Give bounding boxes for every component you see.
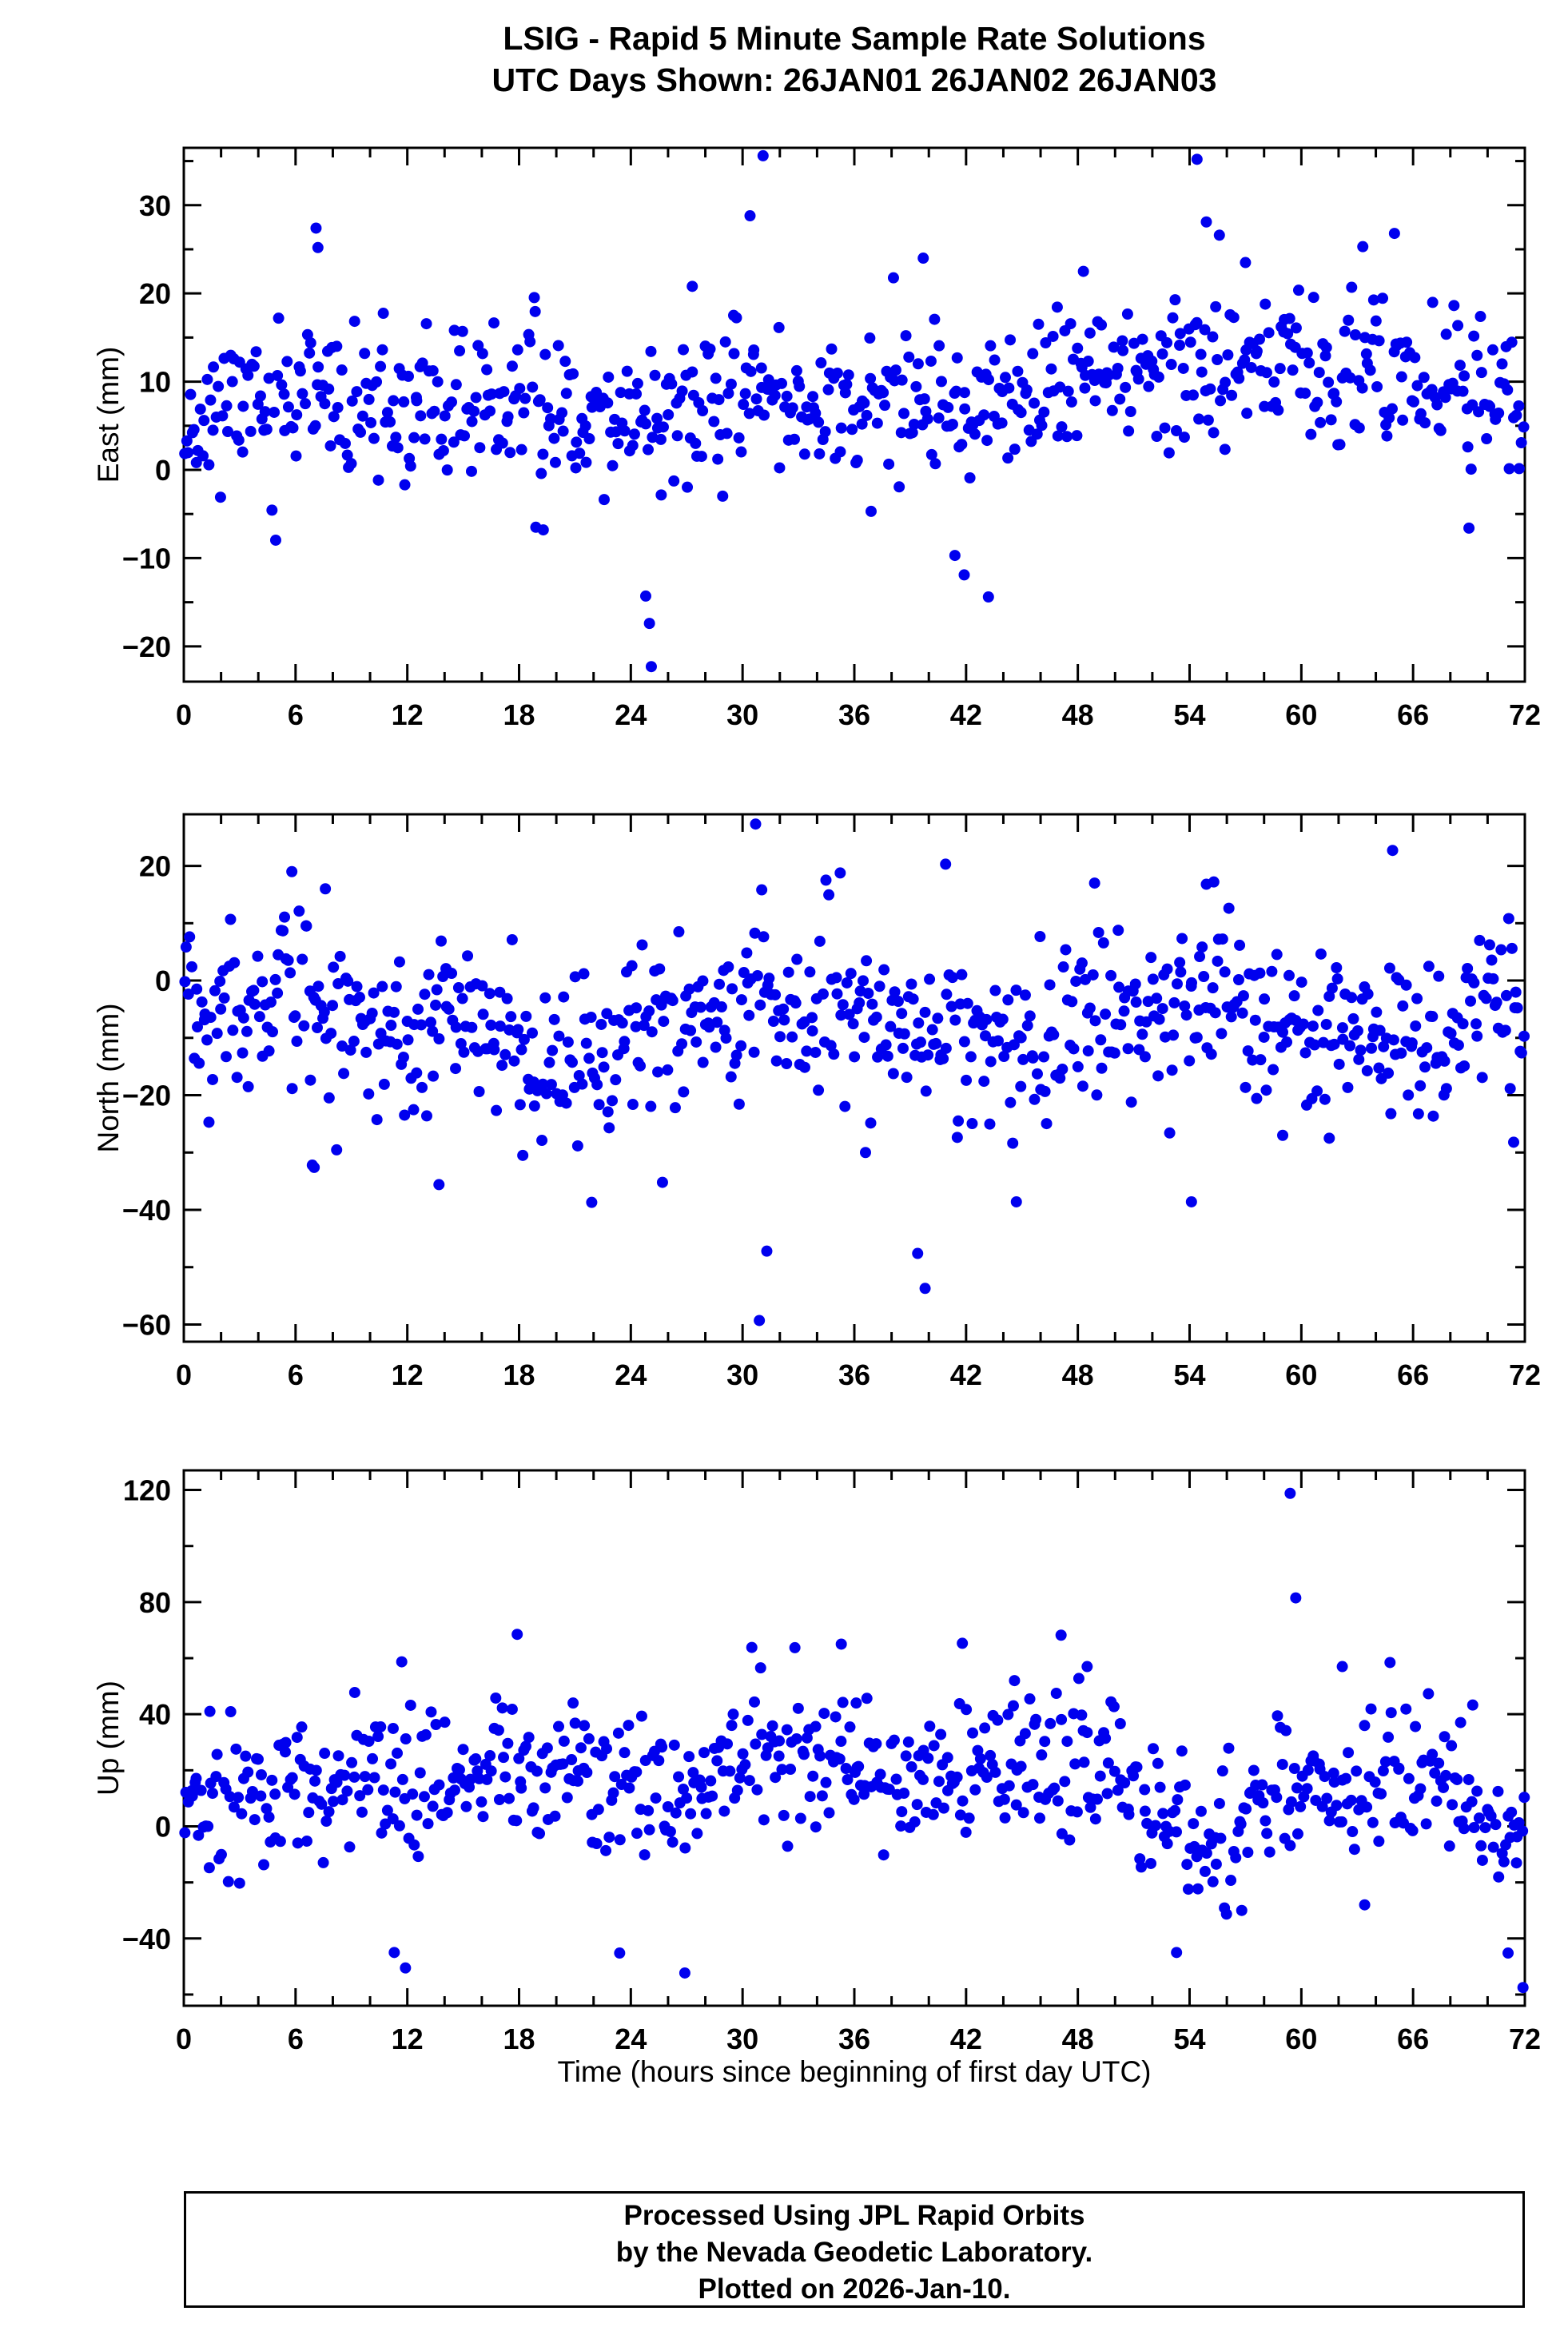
svg-text:−20: −20 (122, 630, 171, 663)
chart-title-line2: UTC Days Shown: 26JAN01 26JAN02 26JAN03 (491, 62, 1217, 98)
svg-text:42: 42 (950, 698, 982, 731)
processing-note-line2: by the Nevada Geodetic Laboratory. (615, 2237, 1093, 2268)
svg-text:72: 72 (1509, 698, 1541, 731)
svg-text:36: 36 (838, 698, 870, 731)
svg-text:36: 36 (838, 2023, 870, 2055)
svg-text:24: 24 (615, 1358, 647, 1391)
svg-text:0: 0 (155, 965, 171, 997)
svg-text:42: 42 (950, 1358, 982, 1391)
chart-title-line1: LSIG - Rapid 5 Minute Sample Rate Soluti… (503, 20, 1206, 57)
svg-text:72: 72 (1509, 2023, 1541, 2055)
svg-text:54: 54 (1173, 1358, 1205, 1391)
svg-text:−10: −10 (122, 542, 171, 575)
svg-text:20: 20 (139, 277, 171, 310)
svg-text:66: 66 (1397, 1358, 1429, 1391)
svg-text:60: 60 (1285, 2023, 1317, 2055)
svg-text:36: 36 (838, 1358, 870, 1391)
svg-text:10: 10 (139, 366, 171, 399)
svg-text:30: 30 (726, 698, 758, 731)
chart-title: LSIG - Rapid 5 Minute Sample Rate Soluti… (184, 18, 1525, 101)
svg-text:24: 24 (615, 698, 647, 731)
svg-text:54: 54 (1173, 2023, 1205, 2055)
processing-note-box: Processed Using JPL Rapid Orbits by the … (184, 2191, 1525, 2308)
svg-text:60: 60 (1285, 698, 1317, 731)
svg-text:12: 12 (392, 1358, 424, 1391)
svg-text:80: 80 (139, 1586, 171, 1619)
svg-text:30: 30 (726, 1358, 758, 1391)
svg-text:−40: −40 (122, 1194, 171, 1227)
svg-text:−20: −20 (122, 1080, 171, 1112)
svg-text:72: 72 (1509, 1358, 1541, 1391)
svg-text:0: 0 (176, 698, 192, 731)
svg-text:40: 40 (139, 1698, 171, 1731)
svg-text:30: 30 (139, 189, 171, 222)
svg-text:66: 66 (1397, 2023, 1429, 2055)
x-axis-label: Time (hours since beginning of first day… (557, 2055, 1152, 2088)
svg-text:18: 18 (503, 2023, 535, 2055)
svg-text:12: 12 (392, 2023, 424, 2055)
svg-text:48: 48 (1062, 698, 1094, 731)
svg-text:66: 66 (1397, 698, 1429, 731)
y-axis-label-north: North (mm) (92, 1003, 125, 1153)
y-axis-label-up: Up (mm) (92, 1681, 125, 1796)
processing-note-line3: Plotted on 2026-Jan-10. (698, 2273, 1011, 2305)
svg-text:48: 48 (1062, 2023, 1094, 2055)
svg-text:60: 60 (1285, 1358, 1317, 1391)
y-axis-label-east: East (mm) (92, 346, 125, 483)
svg-text:24: 24 (615, 2023, 647, 2055)
svg-text:0: 0 (155, 454, 171, 487)
svg-text:30: 30 (726, 2023, 758, 2055)
svg-text:6: 6 (288, 1358, 304, 1391)
svg-text:120: 120 (123, 1474, 171, 1507)
svg-text:18: 18 (503, 698, 535, 731)
svg-text:6: 6 (288, 698, 304, 731)
svg-text:20: 20 (139, 850, 171, 883)
svg-text:54: 54 (1173, 698, 1205, 731)
svg-text:−40: −40 (122, 1923, 171, 1955)
svg-text:0: 0 (176, 1358, 192, 1391)
svg-text:12: 12 (392, 698, 424, 731)
processing-note-line1: Processed Using JPL Rapid Orbits (623, 2200, 1085, 2231)
svg-text:0: 0 (176, 2023, 192, 2055)
svg-text:0: 0 (155, 1810, 171, 1843)
svg-text:6: 6 (288, 2023, 304, 2055)
svg-text:18: 18 (503, 1358, 535, 1391)
svg-text:48: 48 (1062, 1358, 1094, 1391)
svg-text:42: 42 (950, 2023, 982, 2055)
svg-text:−60: −60 (122, 1308, 171, 1341)
